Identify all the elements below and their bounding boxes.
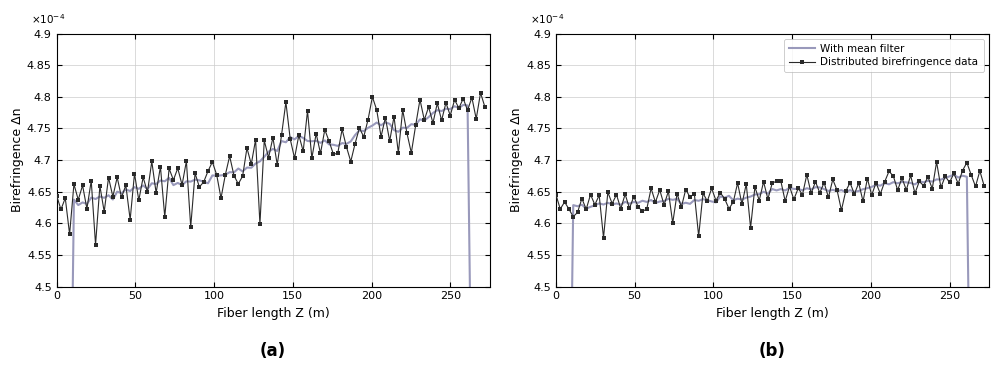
Distributed birefringence data (598, 236, 610, 240)
With mean filter (444, 107, 456, 111)
With mean filter (271, 149, 283, 153)
Line: With mean filter: With mean filter (57, 105, 485, 380)
Distributed birefringence data (90, 242, 102, 247)
With mean filter (462, 103, 474, 108)
Distributed birefringence data (449, 98, 461, 102)
Distributed birefringence data (809, 179, 821, 184)
With mean filter (133, 187, 145, 191)
Distributed birefringence data (479, 105, 491, 109)
Distributed birefringence data (462, 108, 474, 112)
Legend: With mean filter, Distributed birefringence data: With mean filter, Distributed birefringe… (784, 39, 984, 73)
Line: Distributed birefringence data: Distributed birefringence data (554, 160, 986, 240)
Distributed birefringence data (952, 181, 964, 186)
Y-axis label: Birefringence Δn: Birefringence Δn (11, 108, 24, 212)
X-axis label: Fiber length Z (m): Fiber length Z (m) (716, 307, 829, 320)
With mean filter (457, 103, 469, 107)
Text: (b): (b) (759, 342, 786, 360)
With mean filter (944, 174, 956, 179)
With mean filter (961, 174, 973, 179)
With mean filter (771, 188, 783, 193)
With mean filter (632, 201, 644, 205)
Text: (a): (a) (260, 342, 286, 360)
With mean filter (948, 173, 960, 177)
X-axis label: Fiber length Z (m): Fiber length Z (m) (217, 307, 329, 320)
Distributed birefringence data (137, 175, 149, 179)
Text: $\times10^{-4}$: $\times10^{-4}$ (31, 12, 65, 26)
Distributed birefringence data (276, 133, 288, 137)
Distributed birefringence data (636, 209, 648, 214)
Text: $\times10^{-4}$: $\times10^{-4}$ (530, 12, 564, 26)
Distributed birefringence data (978, 184, 990, 188)
Distributed birefringence data (475, 90, 487, 95)
Line: Distributed birefringence data: Distributed birefringence data (55, 91, 487, 247)
Line: With mean filter: With mean filter (556, 175, 984, 380)
Distributed birefringence data (965, 173, 977, 177)
Distributed birefringence data (310, 131, 322, 136)
With mean filter (150, 182, 162, 186)
With mean filter (649, 201, 661, 205)
Distributed birefringence data (550, 192, 562, 197)
Distributed birefringence data (931, 160, 943, 164)
Distributed birefringence data (51, 193, 63, 198)
Distributed birefringence data (775, 179, 787, 184)
With mean filter (306, 139, 318, 144)
With mean filter (805, 187, 817, 192)
Y-axis label: Birefringence Δn: Birefringence Δn (510, 108, 523, 212)
Distributed birefringence data (154, 165, 166, 169)
Distributed birefringence data (654, 188, 666, 192)
